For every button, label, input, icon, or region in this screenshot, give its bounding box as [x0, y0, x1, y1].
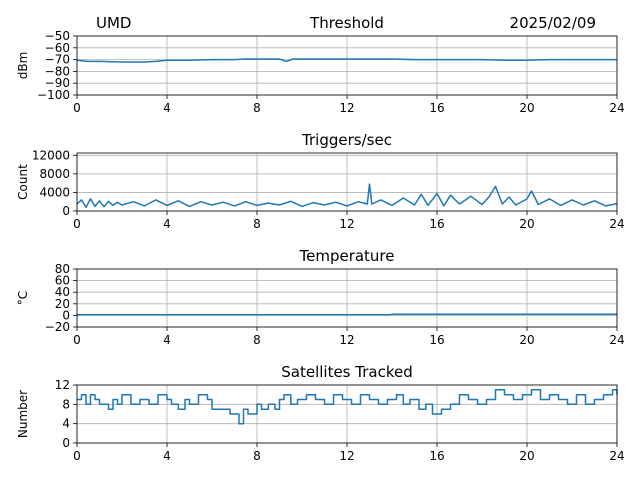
x-tick-label: 20 — [519, 449, 534, 463]
x-tick-label: 0 — [73, 449, 81, 463]
x-tick-label: 20 — [519, 101, 534, 115]
x-tick-label: 4 — [163, 101, 171, 115]
x-tick-label: 0 — [73, 217, 81, 231]
y-tick-label: 0 — [62, 436, 70, 450]
y-axis-label: Number — [16, 390, 30, 438]
x-tick-label: 16 — [429, 217, 444, 231]
x-tick-label: 4 — [163, 217, 171, 231]
x-tick-label: 16 — [429, 449, 444, 463]
y-axis-label: Count — [16, 164, 30, 200]
x-tick-label: 8 — [253, 101, 261, 115]
series-line-1 — [76, 58, 617, 63]
y-tick-label: 0 — [62, 308, 70, 322]
y-tick-label: 4 — [62, 417, 70, 431]
x-tick-label: 16 — [429, 333, 444, 347]
y-tick-label: −50 — [45, 29, 70, 43]
y-tick-label: 8 — [62, 397, 70, 411]
x-tick-label: 8 — [253, 217, 261, 231]
x-tick-label: 8 — [253, 333, 261, 347]
y-tick-label: 0 — [62, 204, 70, 218]
x-tick-label: 12 — [339, 217, 354, 231]
y-tick-label: 40 — [55, 285, 70, 299]
x-tick-label: 24 — [609, 217, 624, 231]
x-tick-label: 0 — [73, 101, 81, 115]
y-tick-label: −20 — [45, 320, 70, 334]
chart-title: Triggers/sec — [301, 131, 392, 149]
x-tick-label: 24 — [609, 449, 624, 463]
x-tick-label: 12 — [339, 449, 354, 463]
x-tick-label: 24 — [609, 333, 624, 347]
x-tick-label: 12 — [339, 333, 354, 347]
x-tick-label: 0 — [73, 333, 81, 347]
x-tick-label: 20 — [519, 333, 534, 347]
y-tick-label: 60 — [55, 274, 70, 288]
series-line-1 — [77, 313, 617, 316]
chart-title: Satellites Tracked — [281, 363, 412, 381]
series-line-1 — [77, 389, 618, 425]
x-tick-label: 16 — [429, 101, 444, 115]
x-tick-label: 8 — [253, 449, 261, 463]
header-date-label: 2025/02/09 — [510, 14, 596, 32]
chart-title: Threshold — [309, 14, 384, 32]
chart-panel-4: 0 4 8 12 16 20 24 0 4 8 12 Satellites Tracked Number — [16, 363, 625, 463]
chart-panels: 0 4 8 12 16 20 24 −100−90−80−70−60−50 Threshold d… — [16, 14, 625, 463]
x-tick-label: 4 — [163, 333, 171, 347]
y-tick-label: 12000 — [32, 148, 70, 162]
y-tick-label: −70 — [45, 53, 70, 67]
y-tick-label: −100 — [37, 88, 70, 102]
y-tick-label: 8000 — [39, 167, 70, 181]
y-tick-label: −60 — [45, 41, 70, 55]
x-tick-label: 12 — [339, 101, 354, 115]
y-tick-label: 80 — [55, 262, 70, 276]
y-axis-label: dBm — [16, 52, 30, 80]
y-axis-label: °C — [16, 291, 30, 305]
chart-panel-1: 0 4 8 12 16 20 24 −100−90−80−70−60−50 Threshold d… — [16, 14, 625, 115]
y-tick-label: −90 — [45, 76, 70, 90]
y-tick-label: −80 — [45, 64, 70, 78]
x-tick-label: 24 — [609, 101, 624, 115]
series-line-1 — [76, 183, 618, 209]
chart-title: Temperature — [298, 247, 394, 265]
chart-panel-2: 0 4 8 12 16 20 24 0 4000 8000 12000 Triggers/sec Cou… — [16, 131, 625, 231]
y-tick-label: 12 — [55, 378, 70, 392]
header-left-label: UMD — [96, 14, 131, 32]
x-tick-label: 4 — [163, 449, 171, 463]
x-tick-label: 20 — [519, 217, 534, 231]
y-tick-label: 4000 — [39, 185, 70, 199]
y-tick-label: 20 — [55, 297, 70, 311]
